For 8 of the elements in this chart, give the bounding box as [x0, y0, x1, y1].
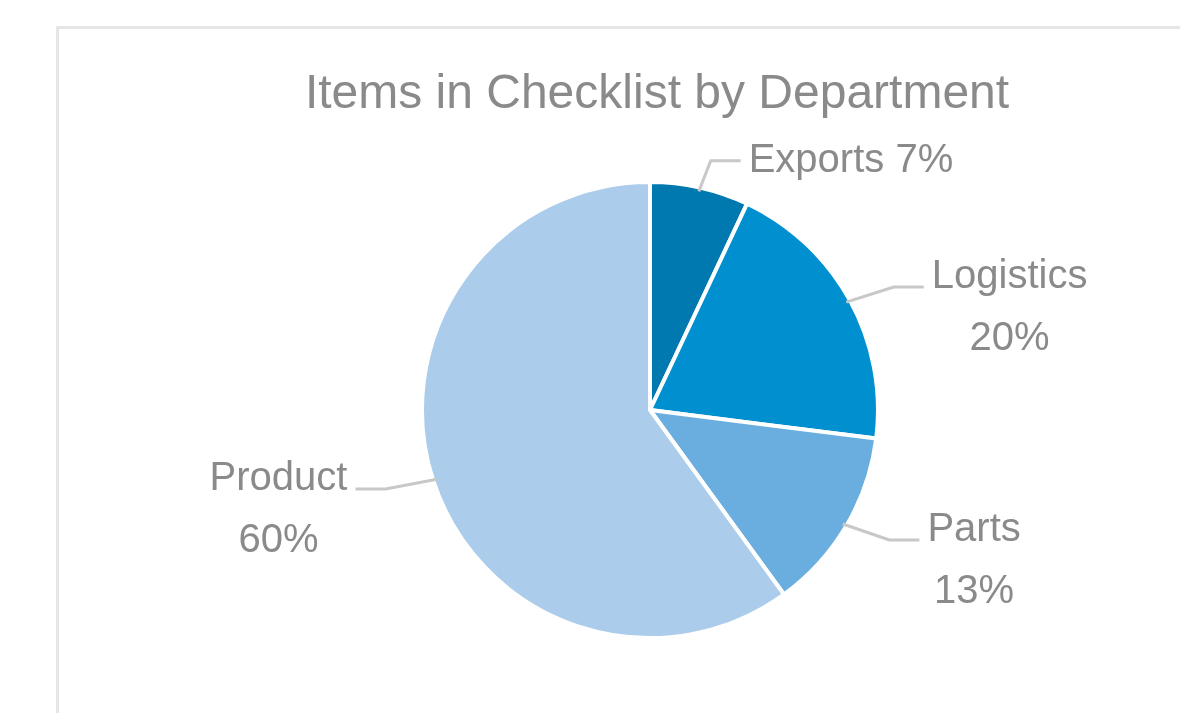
slice-label: Parts	[927, 505, 1021, 550]
data-label: 20%	[969, 314, 1050, 359]
data-label: 13%	[934, 567, 1015, 612]
slice-label: Logistics	[931, 252, 1088, 297]
data-label: 60%	[238, 515, 319, 560]
chart-title: Items in Checklist by Department	[304, 65, 1010, 119]
slice-label: Product	[209, 453, 348, 498]
slice-label: Exports 7%	[748, 135, 954, 180]
